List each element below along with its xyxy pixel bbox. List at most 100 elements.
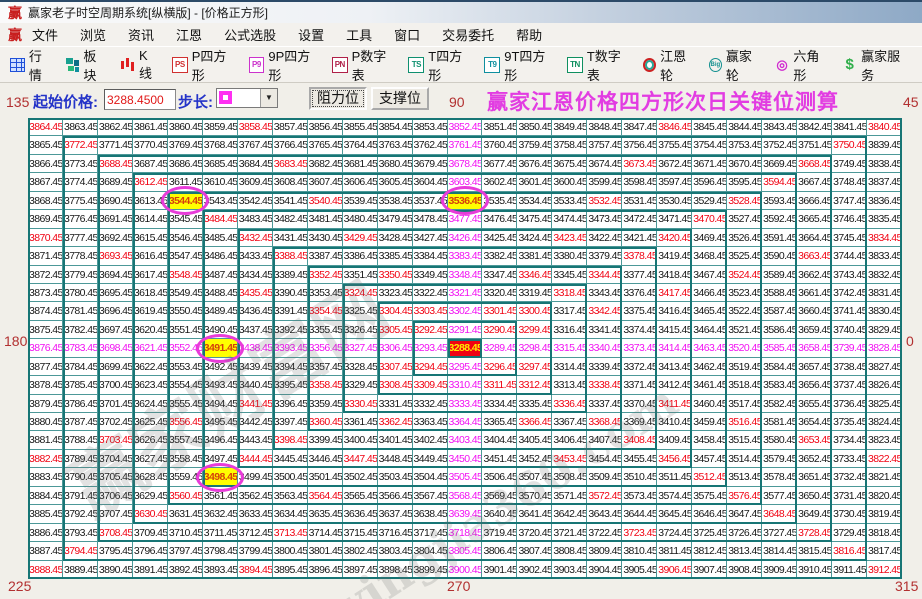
- price-cell: 3891.45: [132, 560, 168, 579]
- app-logo-icon: 赢: [8, 4, 22, 21]
- price-cell: 3476.45: [482, 210, 518, 229]
- price-cell: 3877.45: [28, 357, 63, 377]
- price-cell: 3832.45: [867, 265, 902, 284]
- toolbar-button[interactable]: PN P数字表: [331, 46, 396, 84]
- toolbar-button[interactable]: P9 9P四方形: [248, 46, 319, 84]
- toolbar-button[interactable]: TS T四方形: [408, 46, 471, 84]
- toolbar-button[interactable]: 板块: [65, 46, 108, 84]
- price-cell: 3533.45: [552, 191, 588, 211]
- quote-table-icon: [10, 57, 25, 72]
- price-cell: 3547.45: [167, 247, 203, 266]
- price-cell: 3462.45: [692, 357, 728, 377]
- price-cell: 3390.45: [272, 283, 308, 303]
- step-combobox[interactable]: ▼: [216, 88, 278, 108]
- price-cell: 3384.45: [412, 247, 448, 266]
- price-cell: 3457.45: [692, 449, 728, 469]
- price-cell: 3633.45: [237, 505, 273, 524]
- menu-item[interactable]: 工具: [346, 28, 373, 43]
- price-cell: 3700.45: [97, 376, 133, 395]
- toolbar-button[interactable]: TN T数字表: [567, 46, 630, 84]
- price-cell: 3437.45: [237, 320, 273, 340]
- price-cell: 3495.45: [202, 413, 238, 432]
- price-cell: 3380.45: [552, 247, 588, 266]
- menu-item[interactable]: 帮助: [516, 28, 543, 43]
- price-cell: 3307.45: [377, 357, 413, 377]
- price-cell: 3322.45: [412, 283, 448, 303]
- start-price-input[interactable]: [104, 89, 176, 110]
- price-cell: 3561.45: [202, 486, 238, 506]
- toolbar-button[interactable]: 江恩轮: [643, 46, 696, 84]
- price-cell: 3555.45: [167, 394, 203, 413]
- menu-item[interactable]: 窗口: [394, 28, 421, 43]
- price-cell: 3717.45: [412, 523, 448, 543]
- price-cell: 3589.45: [762, 265, 798, 284]
- price-cell: 3860.45: [167, 118, 203, 137]
- toolbar-button[interactable]: Big 赢家轮: [708, 46, 762, 84]
- toolbar-button[interactable]: PS P四方形: [171, 46, 236, 84]
- menu-item[interactable]: 文件: [32, 28, 59, 43]
- price-cell: 3733.45: [832, 449, 868, 469]
- price-cell: 3746.45: [832, 210, 868, 229]
- price-cell: 3605.45: [377, 173, 413, 192]
- price-cell: 3793.45: [62, 523, 98, 543]
- price-cell: 3580.45: [762, 431, 798, 450]
- price-cell: 3427.45: [412, 228, 448, 248]
- toolbar-button[interactable]: T9 9T四方形: [484, 46, 554, 84]
- price-cell: 3507.45: [517, 468, 553, 487]
- menu-item[interactable]: 公式选股: [224, 28, 277, 43]
- price-cell: 3389.45: [272, 265, 308, 284]
- menu-item[interactable]: 浏览: [80, 28, 107, 43]
- price-cell: 3546.45: [167, 228, 203, 248]
- price-cell: 3444.45: [237, 449, 273, 469]
- price-cell: 3755.45: [657, 136, 693, 155]
- price-cell: 3477.45: [447, 210, 483, 229]
- price-cell: 3701.45: [97, 394, 133, 413]
- support-button[interactable]: 支撑位: [371, 87, 429, 110]
- price-cell: 3530.45: [657, 191, 693, 211]
- price-cell: 3433.45: [237, 247, 273, 266]
- price-cell: 3875.45: [28, 320, 63, 340]
- price-cell: 3579.45: [762, 449, 798, 469]
- price-cell: 3892.45: [167, 560, 203, 579]
- toolbar-button[interactable]: 行情: [10, 46, 53, 84]
- toolbar-button[interactable]: ◎ 六角形: [775, 46, 830, 84]
- price-cell: 3429.45: [342, 228, 378, 248]
- resistance-button[interactable]: 阻力位: [309, 87, 367, 110]
- price-cell: 3854.45: [377, 118, 413, 137]
- toolbar-button[interactable]: $ 赢家服务: [842, 46, 909, 84]
- price-cell: 3474.45: [552, 210, 588, 229]
- price-cell: 3352.45: [307, 265, 343, 284]
- price-cell: 3344.45: [587, 265, 623, 284]
- price-cell: 3303.45: [412, 302, 448, 321]
- toolbar-button[interactable]: K线: [120, 48, 159, 82]
- price-cell: 3409.45: [657, 431, 693, 450]
- price-cell: 3762.45: [412, 136, 448, 155]
- price-cell: 3907.45: [692, 560, 728, 579]
- price-cell: 3904.45: [587, 560, 623, 579]
- price-cell: 3656.45: [797, 376, 833, 395]
- price-cell: 3296.45: [482, 357, 518, 377]
- price-cell: 3565.45: [342, 486, 378, 506]
- price-cell: 3634.45: [272, 505, 308, 524]
- menu-item[interactable]: 设置: [298, 28, 325, 43]
- price-cell: 3710.45: [167, 523, 203, 543]
- price-cell: 3912.45: [867, 560, 902, 579]
- chevron-down-icon[interactable]: ▼: [260, 89, 277, 107]
- price-cell: 3351.45: [342, 265, 378, 284]
- price-cell: 3652.45: [797, 449, 833, 469]
- price-cell: 3372.45: [622, 357, 658, 377]
- price-cell: 3439.45: [237, 357, 273, 377]
- price-cell: 3376.45: [622, 283, 658, 303]
- menu-item[interactable]: 交易委托: [442, 28, 495, 43]
- price-cell: 3341.45: [587, 320, 623, 340]
- price-cell: 3663.45: [797, 247, 833, 266]
- price-cell: 3593.45: [762, 191, 798, 211]
- price-cell: 3650.45: [797, 486, 833, 506]
- menu-item[interactable]: 江恩: [176, 28, 203, 43]
- price-cell: 3660.45: [797, 302, 833, 321]
- price-cell: 3862.45: [97, 118, 133, 137]
- price-cell: 3654.45: [797, 413, 833, 432]
- price-cell: 3290.45: [482, 320, 518, 340]
- price-cell: 3346.45: [517, 265, 553, 284]
- menu-item[interactable]: 资讯: [128, 28, 155, 43]
